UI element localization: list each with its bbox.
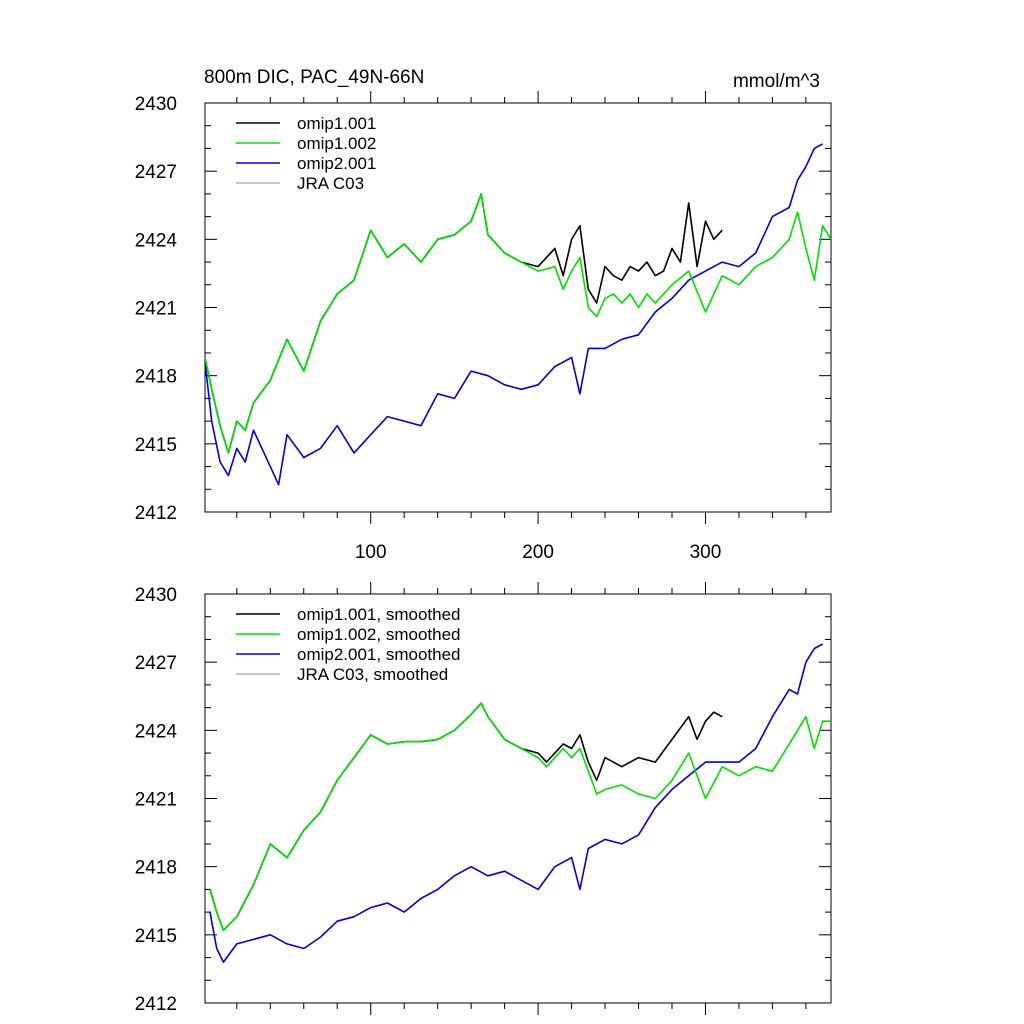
y-tick-label: 2415 <box>135 435 177 456</box>
legend-label: JRA C03, smoothed <box>297 665 448 684</box>
y-tick-label: 2427 <box>135 653 177 674</box>
y-tick-label: 2421 <box>135 299 177 320</box>
legend-label: JRA C03 <box>297 174 364 193</box>
y-tick-label: 2418 <box>135 367 177 388</box>
y-tick-label: 2427 <box>135 162 177 183</box>
chart-title: 800m DIC, PAC_49N-66N <box>204 67 424 88</box>
series-line <box>205 143 823 486</box>
plot-area-bottom: 2412 2415 2418 2421 2424 2427 2430 omip1.001, s… <box>135 582 832 1015</box>
legend-label: omip1.001 <box>297 114 376 133</box>
bottom-panel: 2412 2415 2418 2421 2424 2427 2430 omip1.001, s… <box>135 582 832 1015</box>
y-tick-label: 2412 <box>135 503 177 524</box>
legend-label: omip2.001, smoothed <box>297 645 461 664</box>
series-line <box>209 702 723 932</box>
y-tick-label: 2421 <box>135 790 177 811</box>
y-tick-label: 2424 <box>135 230 178 251</box>
y-tick-label: 2415 <box>135 926 177 947</box>
legend-label: omip2.001 <box>297 154 376 173</box>
y-tick-label: 2424 <box>135 721 178 742</box>
y-tick-label: 2418 <box>135 858 177 879</box>
y-tick-label: 2430 <box>135 94 177 115</box>
legend-label: omip1.002, smoothed <box>297 625 461 644</box>
y-tick-label: 2430 <box>135 585 177 606</box>
x-tick-label: 100 <box>355 542 387 563</box>
plot-area-top: 2412 2415 2418 2421 2424 2427 2430 100 200 300 omi… <box>135 91 832 563</box>
series-line <box>209 643 823 963</box>
units-label: mmol/m^3 <box>733 71 820 92</box>
legend-label: omip1.001, smoothed <box>297 605 461 624</box>
legend-label: omip1.002 <box>297 134 376 153</box>
y-tick-label: 2412 <box>135 994 177 1015</box>
top-panel: 800m DIC, PAC_49N-66N mmol/m^3 241224152… <box>135 67 832 563</box>
series-line <box>209 702 831 932</box>
x-tick-label: 200 <box>522 542 554 563</box>
series-line <box>205 193 723 454</box>
x-tick-label: 300 <box>690 542 722 563</box>
series-line <box>205 193 831 454</box>
